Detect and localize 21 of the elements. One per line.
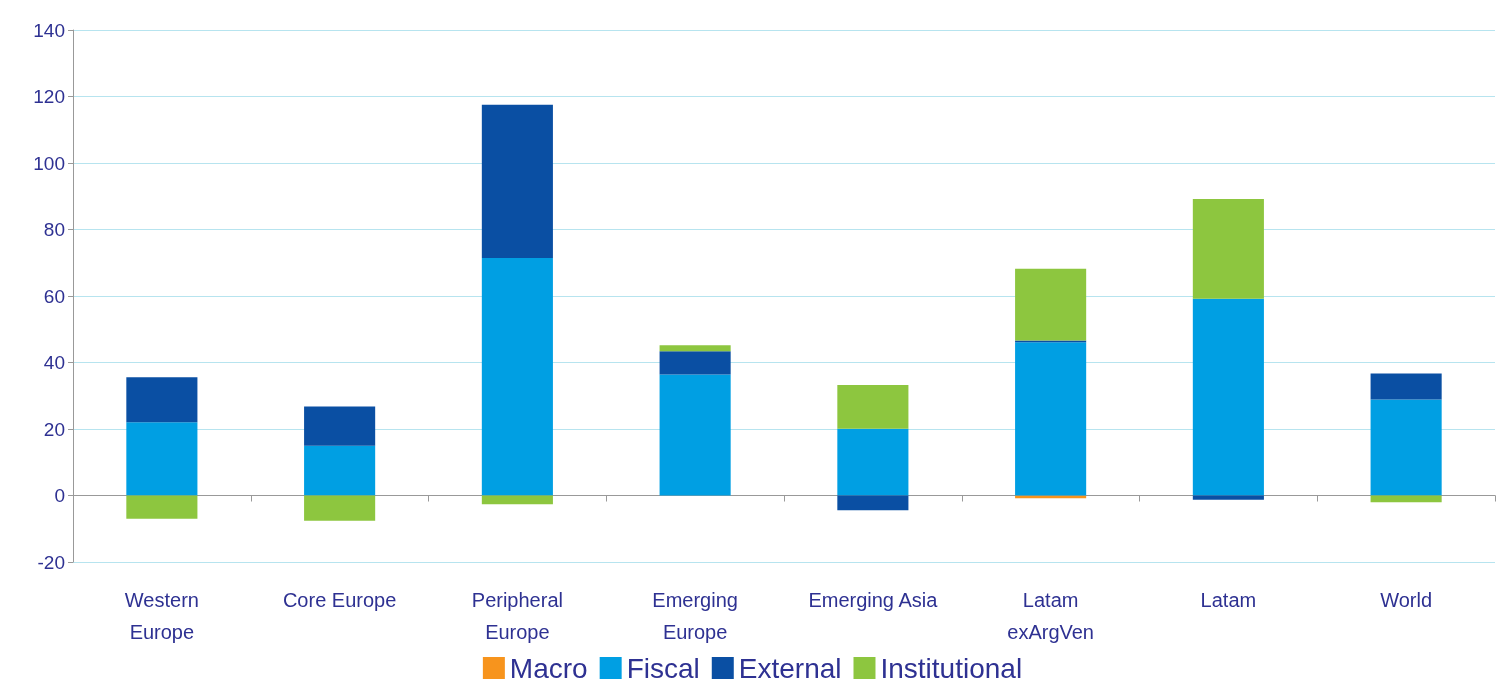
y-tick-label: 100 [33, 152, 65, 174]
x-tick-label: Emerging Asia [808, 589, 939, 611]
x-tick-label: Emerging Europe [652, 589, 738, 643]
y-tick-label: 20 [43, 418, 65, 440]
y-tick-label: 0 [54, 485, 65, 506]
legend-label: Institutional [880, 652, 1023, 684]
y-tick-label: 80 [43, 219, 65, 240]
legend-label: Fiscal [626, 652, 700, 684]
x-tick-label: World [1380, 589, 1433, 611]
legend-label: Macro [509, 652, 588, 684]
y-tick-label: 140 [33, 19, 65, 41]
y-tick-label: 120 [33, 86, 65, 107]
x-tick-label: Latam [1200, 589, 1257, 611]
y-tick-label: -20 [37, 551, 65, 573]
x-tick-label: Core Europe [282, 589, 397, 611]
x-tick-label: Latam exArgVen [1007, 589, 1094, 643]
y-tick-label: 60 [43, 285, 65, 307]
x-tick-label: Western Europe [124, 589, 199, 643]
legend-label: External [738, 652, 842, 684]
y-tick-label: 40 [43, 352, 65, 373]
x-tick-label: Peripheral Europe [471, 589, 563, 643]
